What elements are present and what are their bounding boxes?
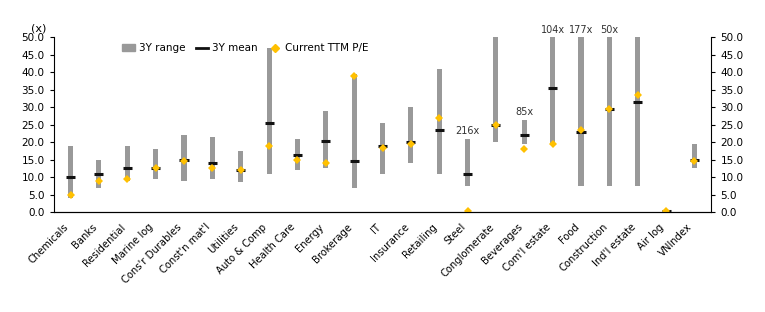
Bar: [125, 146, 130, 181]
Bar: [96, 160, 102, 188]
Text: 104x: 104x: [541, 25, 565, 35]
Bar: [181, 135, 187, 181]
Bar: [522, 119, 527, 144]
Legend: 3Y range, 3Y mean, Current TTM P/E: 3Y range, 3Y mean, Current TTM P/E: [118, 39, 373, 57]
Text: (x): (x): [31, 24, 46, 34]
Bar: [663, 210, 669, 212]
Text: 177x: 177x: [569, 25, 593, 35]
Bar: [153, 149, 158, 179]
Bar: [550, 37, 555, 144]
Text: 50x: 50x: [601, 25, 618, 35]
Bar: [238, 151, 243, 183]
Text: 216x: 216x: [455, 126, 480, 136]
Bar: [465, 139, 470, 186]
Bar: [409, 107, 413, 163]
Bar: [210, 137, 215, 179]
Bar: [635, 37, 640, 186]
Bar: [352, 74, 356, 188]
Bar: [437, 69, 441, 174]
Bar: [493, 37, 499, 142]
Bar: [266, 48, 272, 174]
Bar: [68, 146, 73, 198]
Bar: [692, 144, 697, 168]
Text: 85x: 85x: [515, 107, 533, 117]
Bar: [578, 37, 584, 186]
Bar: [380, 123, 385, 174]
Bar: [607, 37, 612, 186]
Bar: [324, 111, 328, 168]
Bar: [295, 139, 300, 170]
